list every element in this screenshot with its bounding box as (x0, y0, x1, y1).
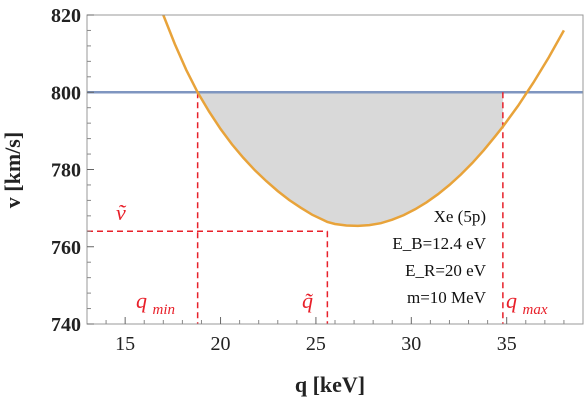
x-ticks: 15 20 25 30 35 (105, 317, 565, 355)
x-tick-label: 25 (306, 333, 326, 355)
q-min-letter: q (136, 288, 147, 313)
q-min-subscript: min (153, 302, 176, 318)
curve-series (162, 14, 565, 228)
reference-lines (87, 92, 504, 324)
q-max-letter: q (506, 288, 517, 313)
y-ticks: 740 760 780 800 820 (51, 5, 94, 336)
q-min-label: q min (136, 288, 175, 318)
param-er: E_R=20 eV (405, 261, 487, 280)
x-tick-label: 15 (115, 333, 135, 355)
y-tick-label: 800 (51, 82, 81, 104)
y-tick-label: 740 (51, 314, 81, 336)
x-axis-title: q [keV] (295, 372, 365, 397)
param-element: Xe (5p) (434, 207, 486, 226)
q-max-subscript: max (523, 302, 548, 318)
x-tick-label: 35 (497, 333, 517, 355)
x-tick-label: 20 (211, 333, 231, 355)
y-tick-label: 760 (51, 237, 81, 259)
param-mass: m=10 MeV (407, 288, 487, 307)
y-tick-label: 820 (51, 5, 81, 27)
q-tilde-label: q̃ (302, 288, 313, 313)
v-tilde-label: ṽ (116, 200, 127, 225)
x-tick-label: 30 (401, 333, 421, 355)
q-max-label: q max (506, 288, 548, 318)
y-tick-label: 780 (51, 160, 81, 182)
param-eb: E_B=12.4 eV (392, 234, 486, 253)
shaded-region (197, 92, 503, 226)
y-axis-title: v [km/s] (0, 132, 25, 208)
